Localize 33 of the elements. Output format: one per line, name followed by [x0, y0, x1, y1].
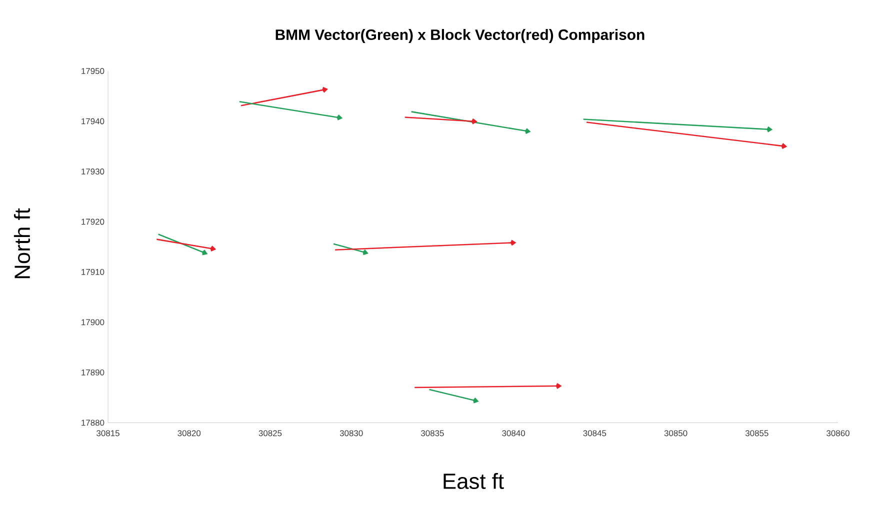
- y-tick-label: 17950: [82, 68, 104, 74]
- x-tick-label: 30815: [96, 430, 120, 436]
- y-tick-label: 17880: [82, 420, 104, 426]
- point: [556, 383, 562, 389]
- point: [781, 143, 787, 149]
- y-tick-label: 17930: [82, 168, 104, 174]
- y-axis-title: North ft: [14, 208, 30, 278]
- chart-title: BMM Vector(Green) x Block Vector(red) Comparison: [276, 29, 644, 43]
- x-tick-label: 30840: [502, 430, 525, 436]
- point: [471, 118, 477, 124]
- x-axis-title: East ft: [444, 472, 504, 490]
- x-tick-label: 30820: [178, 430, 201, 436]
- x-tick-label: 30825: [258, 430, 282, 436]
- y-tick-label: 17920: [82, 218, 104, 225]
- point: [210, 246, 216, 252]
- x-tick-label: 30860: [826, 430, 850, 436]
- x-tick-label: 30855: [745, 430, 768, 436]
- point: [510, 240, 516, 246]
- x-tick-label: 30830: [340, 430, 363, 436]
- point: [322, 87, 328, 92]
- x-tick-label: 30845: [583, 430, 606, 436]
- y-tick-label: 17900: [82, 319, 104, 326]
- point: [473, 398, 478, 404]
- y-tick-label: 17940: [82, 118, 104, 124]
- point: [202, 250, 208, 256]
- point: [336, 114, 342, 120]
- point: [362, 250, 368, 255]
- point: [766, 126, 772, 132]
- y-tick-label: 17890: [82, 369, 104, 376]
- x-tick-label: 30835: [421, 430, 444, 436]
- point: [524, 128, 530, 134]
- y-tick-label: 17910: [82, 268, 104, 275]
- x-tick-label: 30850: [664, 430, 688, 436]
